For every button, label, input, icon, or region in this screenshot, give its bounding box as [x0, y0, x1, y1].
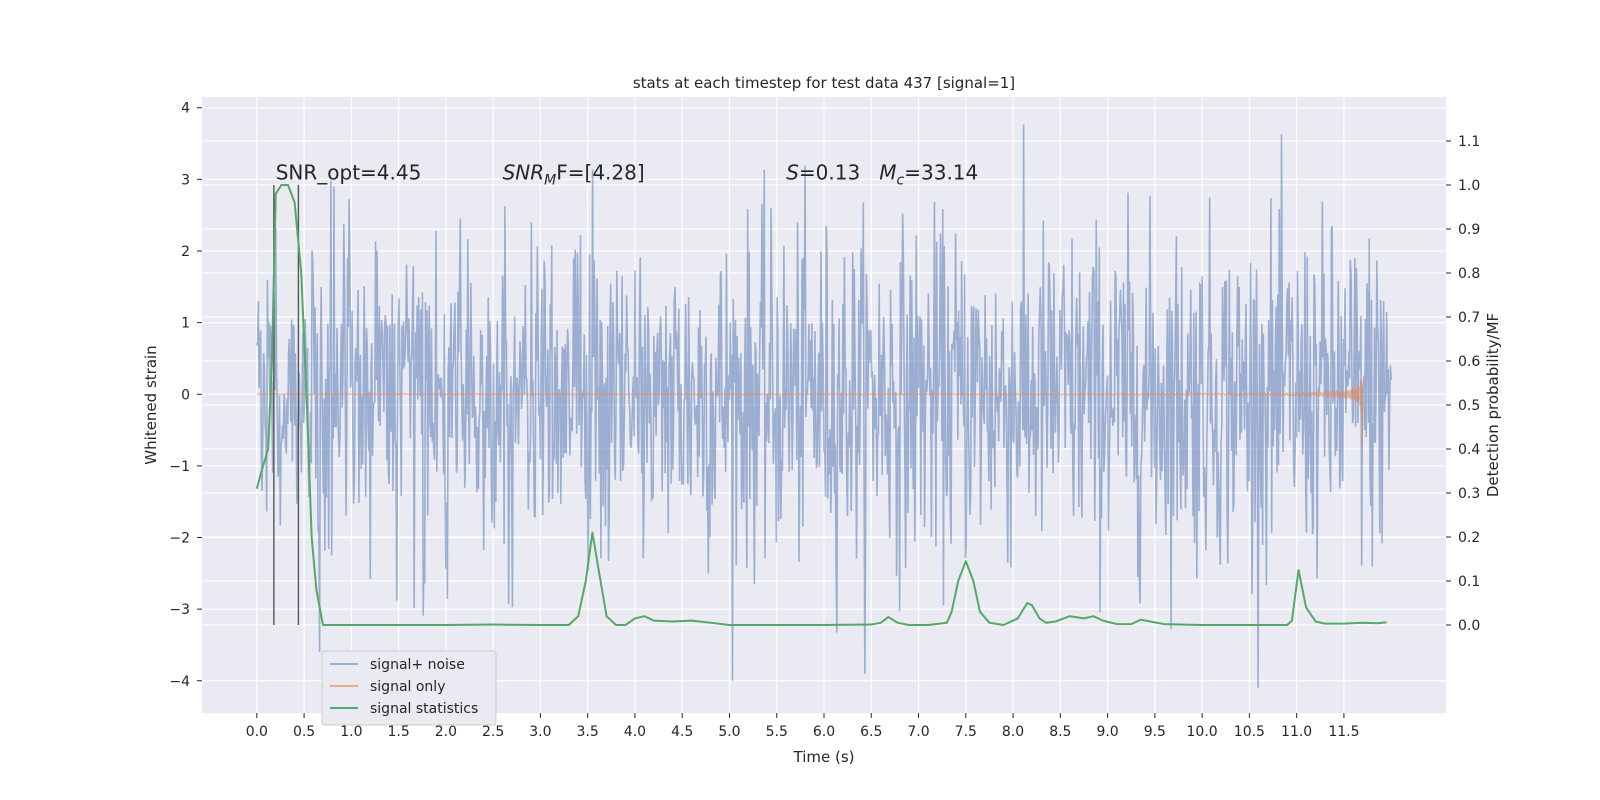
y2-tick-label-10: 1.0 [1458, 178, 1480, 194]
x-tick-label-1: 0.5 [293, 724, 315, 740]
y-tick-label-5: 1 [181, 316, 190, 332]
chirp-line [256, 379, 1364, 446]
legend-box [321, 650, 497, 726]
legend: signal+ noise signal only signal statist… [321, 650, 497, 726]
y-tick-label-4: 0 [181, 387, 190, 403]
annotation-snr-mf: SNRMF=[4.28] [503, 160, 645, 188]
y-tick-label-3: −1 [169, 459, 190, 475]
y2-tick-label-7: 0.7 [1458, 310, 1480, 326]
x-tick-label-23: 11.5 [1328, 724, 1359, 740]
annotations: SNR_opt=4.45 SNRMF=[4.28] S=0.13 Mc=33.14 [276, 160, 979, 188]
x-tick-label-6: 3.0 [529, 724, 551, 740]
y2-axis-label: Detection probability/MF [1484, 313, 1502, 497]
y-axis-label: Whitened strain [142, 345, 160, 464]
x-tick-label-20: 10.0 [1187, 724, 1218, 740]
y2-tick-label-9: 0.9 [1458, 222, 1480, 238]
left-y-ticks: −4 −3 −2 −1 0 1 2 3 4 [169, 101, 202, 690]
y-tick-label-1: −3 [169, 602, 190, 618]
x-tick-label-0: 0.0 [246, 724, 268, 740]
series-signal-noise [256, 124, 1392, 688]
annotation-s-mc: S=0.13 Mc=33.14 [786, 160, 978, 188]
y2-tick-label-2: 0.2 [1458, 530, 1480, 546]
y-tick-label-7: 3 [181, 172, 190, 188]
x-tick-label-21: 10.5 [1234, 724, 1265, 740]
x-tick-label-14: 7.0 [907, 724, 929, 740]
y2-tick-label-6: 0.6 [1458, 354, 1480, 370]
x-tick-label-18: 9.0 [1096, 724, 1118, 740]
x-ticks: 0.0 0.5 1.0 1.5 2.0 2.5 3.0 3.5 4.0 4.5 5.0 5.5 6.0 6… [246, 713, 1359, 740]
y2-tick-label-3: 0.3 [1458, 486, 1480, 502]
y2-tick-label-0: 0.0 [1458, 618, 1480, 634]
noise-line [256, 124, 1392, 688]
y-tick-label-0: −4 [169, 674, 190, 690]
x-tick-label-12: 6.0 [813, 724, 835, 740]
x-tick-label-10: 5.0 [718, 724, 740, 740]
y-tick-label-6: 2 [181, 244, 190, 260]
x-tick-label-3: 1.5 [387, 724, 409, 740]
x-tick-label-2: 1.0 [340, 724, 362, 740]
statistics-line [255, 184, 1387, 626]
x-tick-label-17: 8.5 [1049, 724, 1071, 740]
legend-label-signal-only: signal only [370, 679, 445, 695]
y-tick-label-8: 4 [181, 101, 190, 117]
right-y-ticks: 0.0 0.1 0.2 0.3 0.4 0.5 0.6 0.7 0.8 0.9 1.0 1.1 [1446, 134, 1480, 634]
x-tick-label-22: 11.0 [1281, 724, 1312, 740]
legend-label-signal-noise: signal+ noise [370, 657, 465, 673]
annotation-snr-opt: SNR_opt=4.45 [276, 160, 422, 184]
x-tick-label-4: 2.0 [435, 724, 457, 740]
chart-title: stats at each timestep for test data 437… [633, 74, 1015, 92]
x-tick-label-11: 5.5 [766, 724, 788, 740]
series-signal-only [256, 379, 1364, 446]
x-tick-label-13: 6.5 [860, 724, 882, 740]
legend-label-signal-statistics: signal statistics [370, 701, 478, 717]
y-tick-label-2: −2 [169, 531, 190, 547]
y2-tick-label-11: 1.1 [1458, 134, 1480, 150]
x-tick-label-9: 4.5 [671, 724, 693, 740]
series-signal-statistics [255, 184, 1387, 626]
x-tick-label-5: 2.5 [482, 724, 504, 740]
grid [202, 97, 1446, 713]
x-tick-label-8: 4.0 [624, 724, 646, 740]
x-axis-label: Time (s) [793, 748, 855, 766]
y2-tick-label-1: 0.1 [1458, 574, 1480, 590]
y2-tick-label-8: 0.8 [1458, 266, 1480, 282]
x-tick-label-19: 9.5 [1144, 724, 1166, 740]
x-tick-label-15: 7.5 [955, 724, 977, 740]
y2-tick-label-5: 0.5 [1458, 398, 1480, 414]
y2-tick-label-4: 0.4 [1458, 442, 1480, 458]
x-tick-label-7: 3.5 [577, 724, 599, 740]
x-tick-label-16: 8.0 [1002, 724, 1024, 740]
